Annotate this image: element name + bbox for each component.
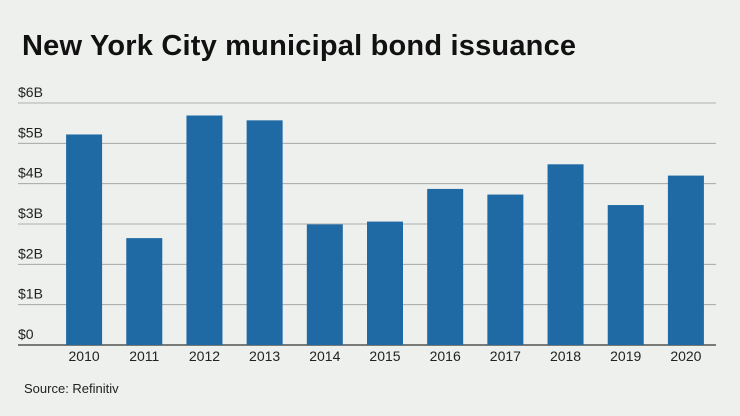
x-tick-label: 2015: [369, 348, 400, 364]
bar-2019: [607, 205, 644, 345]
bar-2017: [487, 194, 524, 345]
y-tick-label: $1B: [18, 286, 43, 302]
bar-2010: [66, 134, 103, 345]
x-tick-label: 2014: [309, 348, 340, 364]
y-tick-label: $2B: [18, 245, 43, 261]
x-tick-label: 2016: [430, 348, 461, 364]
y-tick-label: $4B: [18, 165, 43, 181]
y-tick-label: $5B: [18, 124, 43, 140]
x-tick-label: 2020: [670, 348, 701, 364]
x-tick-label: 2019: [610, 348, 641, 364]
bar-2020: [667, 175, 704, 345]
bar-2012: [186, 115, 223, 346]
bar-2015: [367, 221, 403, 345]
bar-2014: [306, 224, 343, 345]
chart-title: New York City municipal bond issuance: [22, 30, 577, 62]
x-tick-label: 2012: [189, 348, 220, 364]
bar-2016: [427, 188, 464, 345]
source-note: Source: Refinitiv: [24, 381, 119, 396]
bars: [66, 115, 704, 346]
y-tick-label: $6B: [18, 84, 43, 100]
x-tick-label: 2018: [550, 348, 581, 364]
bar-2011: [126, 238, 163, 345]
y-tick-label: $0: [18, 326, 34, 342]
x-tick-label: 2010: [69, 348, 100, 364]
x-tick-label: 2013: [249, 348, 280, 364]
x-tick-label: 2011: [129, 348, 159, 364]
x-tick-label: 2017: [490, 348, 521, 364]
bar-2013: [246, 120, 283, 346]
y-tick-label: $3B: [18, 205, 43, 221]
x-axis-ticks: 2010 2011 2012 2013 2014 2015 2016 2017 2018 2019…: [69, 348, 702, 364]
bar-2018: [547, 164, 584, 345]
y-axis-ticks: $0 $1B $2B $3B $4B $5B $6B: [18, 84, 43, 342]
